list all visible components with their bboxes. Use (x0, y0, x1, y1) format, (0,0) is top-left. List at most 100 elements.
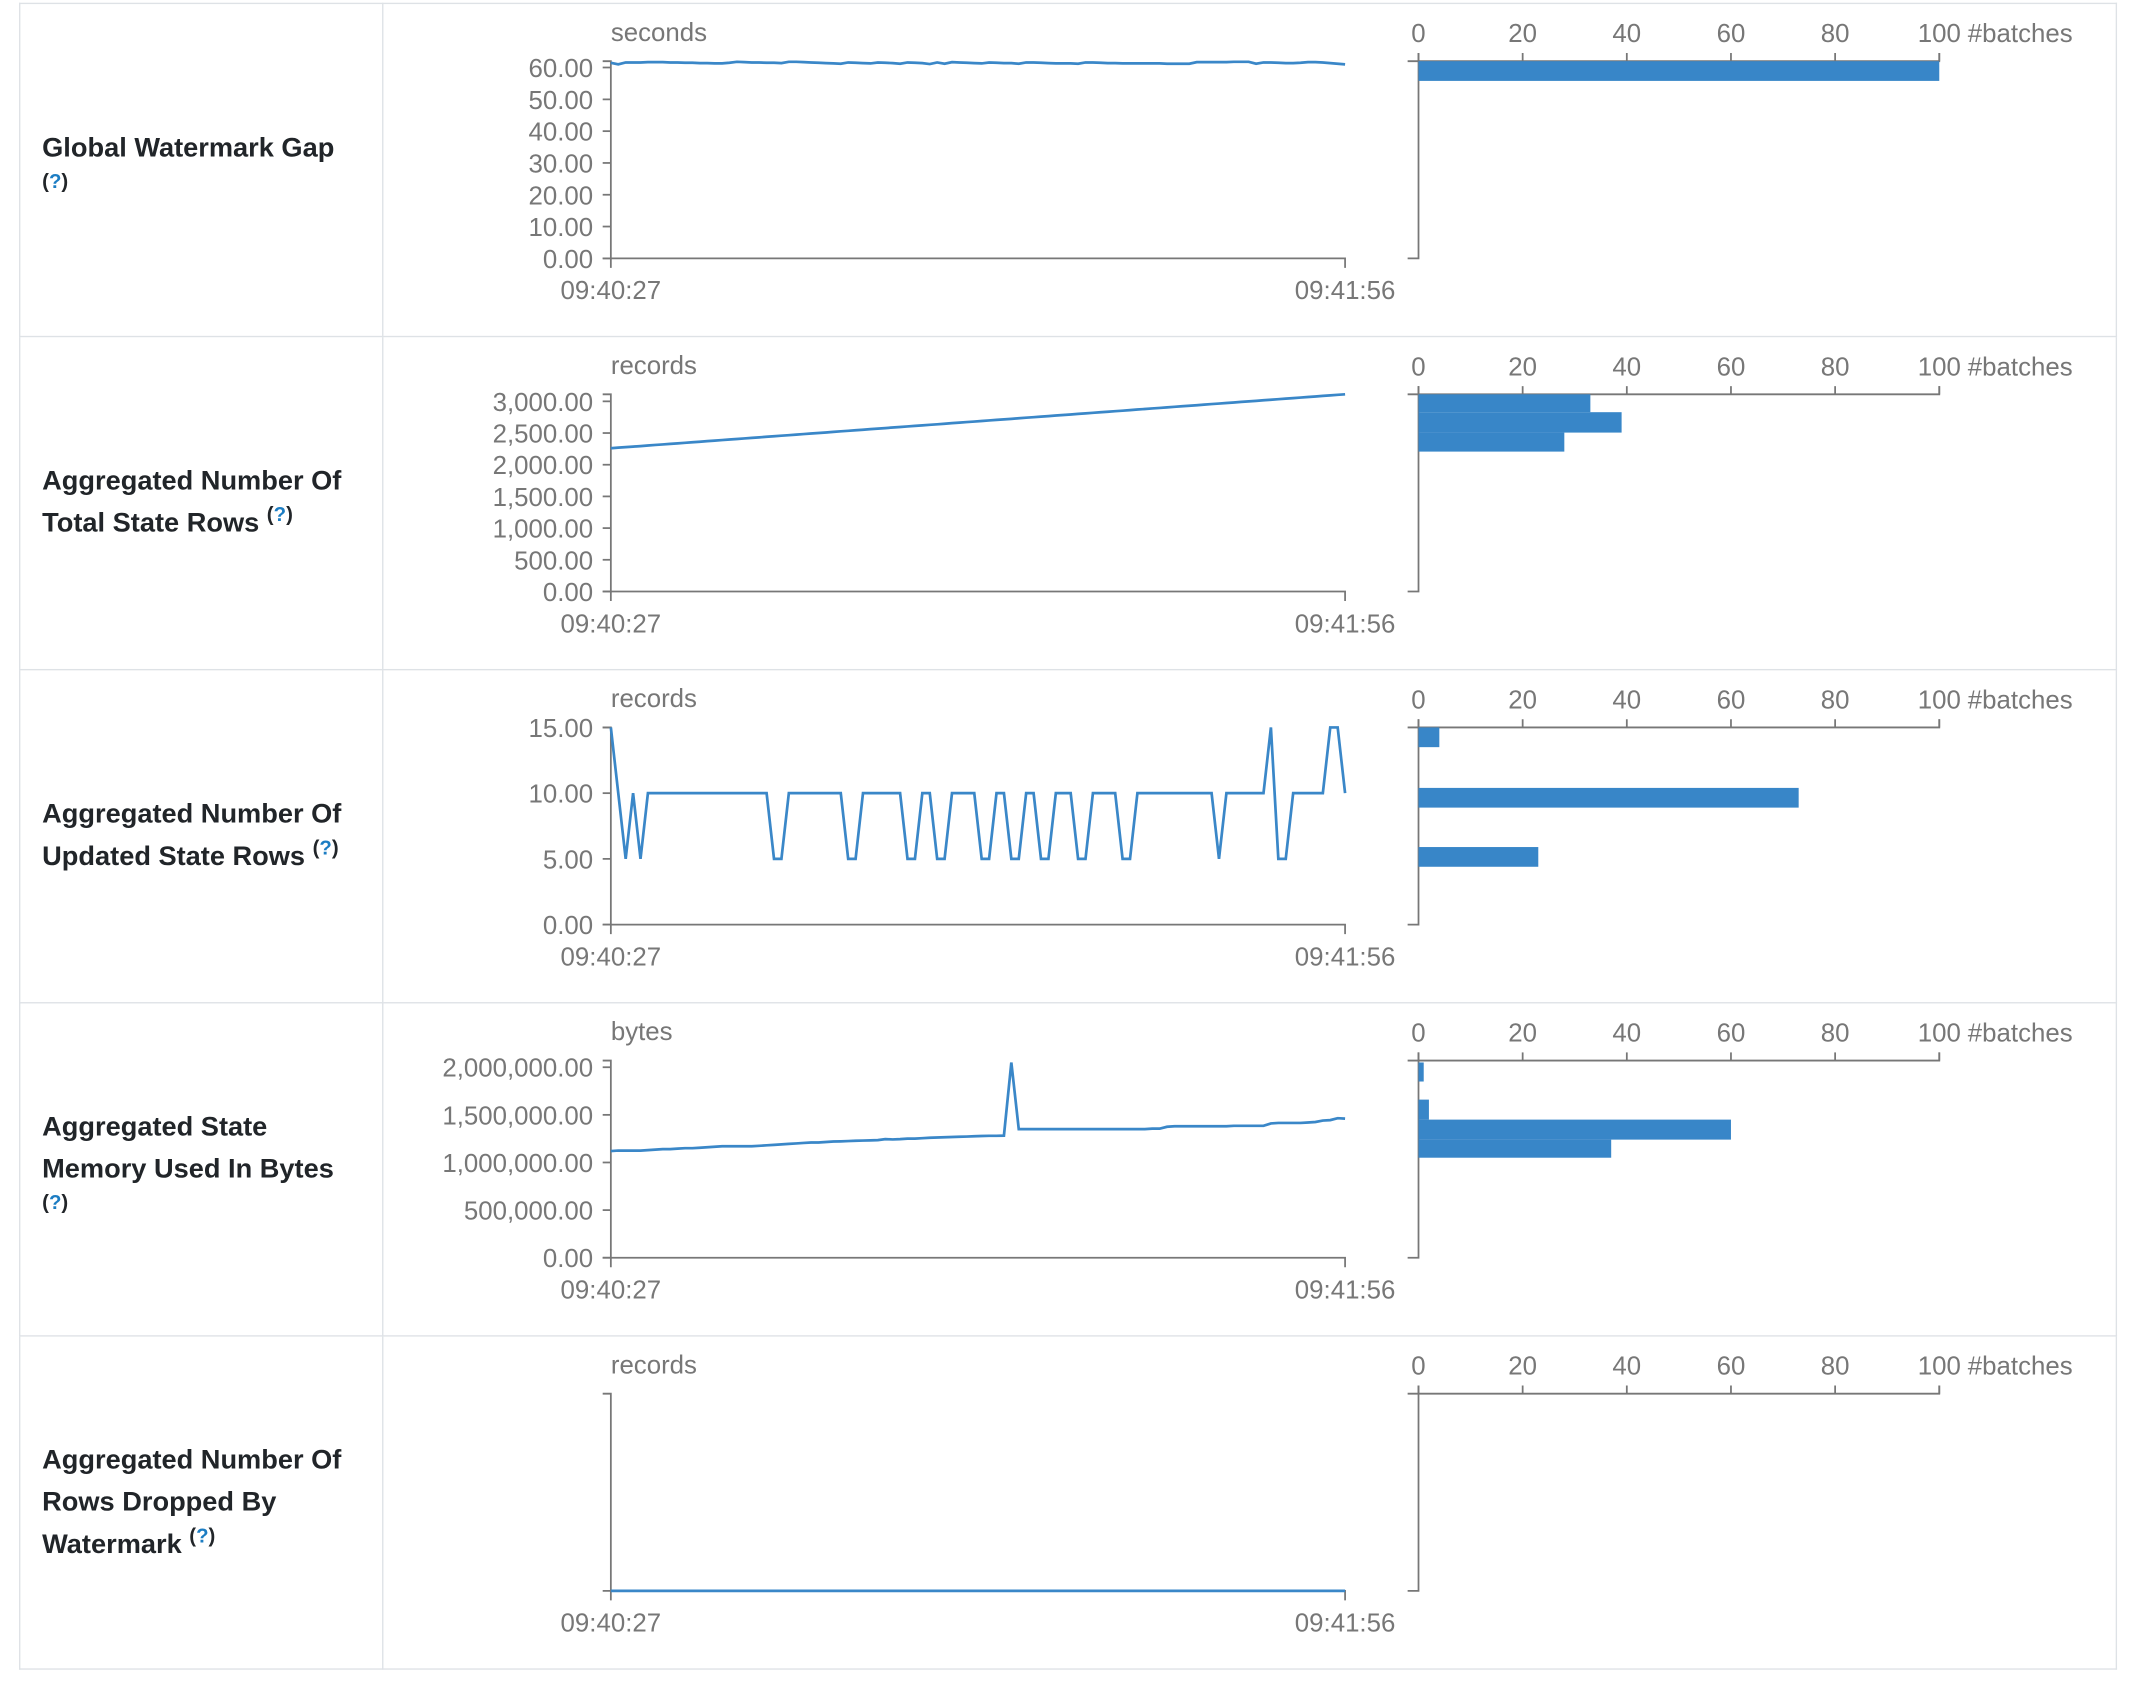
help-tooltip-icon[interactable]: (?) (312, 836, 339, 860)
timeline-chart: records 09:40:27 09:41:56 (561, 1351, 1396, 1637)
x-tick-label-end: 09:41:56 (1295, 610, 1396, 638)
histogram-x-axis-label: #batches (1968, 1020, 2073, 1048)
y-axis-unit-label: records (611, 685, 697, 713)
x-axis-line (609, 1256, 1346, 1268)
histogram-x-axis (1417, 1052, 1941, 1062)
timeline-chart: records 0.00 5.00 10.00 15.00 09:40:27 09:41:5… (529, 685, 1396, 971)
help-tooltip-icon[interactable]: (?) (189, 1524, 216, 1548)
x-tick-label-end: 09:41:56 (1295, 1610, 1396, 1638)
histogram-bar (1418, 727, 1440, 748)
y-axis-line (602, 1392, 612, 1592)
y-axis-unit-label: bytes (611, 1018, 673, 1046)
metric-charts: records 0.00 500.00 1,000.00 1,500.00 2,000.0… (493, 352, 2073, 638)
metric-label-cell: Aggregated Number Of Total State Rows (?… (19, 335, 384, 671)
histogram-bar (1418, 412, 1622, 433)
metric-chart-cell: bytes 0.00 500,000.00 1,000,000.00 1,500,000… (382, 1002, 2118, 1337)
metric-label-cell: Aggregated Number Of Updated State Rows … (19, 668, 384, 1004)
help-tooltip-icon[interactable]: (?) (266, 503, 293, 527)
histogram-x-tick-label: 100 (1918, 20, 1961, 48)
histogram-x-tick-label: 0 (1411, 686, 1425, 714)
x-tick-label-end: 09:41:56 (1295, 943, 1396, 971)
histogram-bar (1418, 61, 1940, 81)
metric-chart-cell: seconds 0.00 10.00 20.00 30.00 40.00 50.00 60.0… (382, 2, 2118, 338)
histogram-x-tick-label: 40 (1612, 1020, 1641, 1048)
histogram-bar (1418, 1099, 1429, 1120)
metric-name: Aggregated State Memory Used In Bytes (42, 1111, 334, 1184)
series-line (610, 392, 1346, 450)
y-tick-label: 2,000,000.00 (442, 1055, 593, 1083)
histogram-x-tick-label: 100 (1918, 1020, 1961, 1048)
histogram-bar (1418, 394, 1591, 413)
histogram-bar (1418, 1139, 1612, 1158)
y-tick-label: 1,500,000.00 (442, 1102, 593, 1130)
timeline-chart: seconds 0.00 10.00 20.00 30.00 40.00 50.00 60.0… (529, 19, 1396, 305)
x-tick-label-start: 09:40:27 (561, 1610, 662, 1638)
metric-label-cell: Global Watermark Gap (?) (19, 2, 384, 338)
histogram-chart: 0 20 40 60 80 100 #batches (1407, 353, 2073, 593)
histogram-x-tick-label: 100 (1918, 686, 1961, 714)
metric-chart-cell: records 0.00 5.00 10.00 15.00 09:40:27 09:41:5… (382, 668, 2118, 1004)
histogram-x-tick-label: 0 (1411, 1020, 1425, 1048)
histogram-x-tick-label: 20 (1508, 686, 1537, 714)
metric-row-total-state-rows: Aggregated Number Of Total State Rows (?… (19, 335, 2118, 671)
histogram-x-tick-label: 40 (1612, 1353, 1641, 1381)
histogram-bar (1418, 1119, 1731, 1140)
y-tick-label: 5.00 (543, 846, 593, 874)
histogram-x-axis-label: #batches (1968, 20, 2073, 48)
y-axis-line (602, 1059, 612, 1259)
y-tick-label: 0.00 (543, 912, 593, 940)
metric-chart-cell: records 09:40:27 09:41:56 0 20 40 60 80 100 #batc… (382, 1335, 2118, 1670)
metric-row-updated-state-rows: Aggregated Number Of Updated State Rows … (19, 668, 2118, 1004)
help-tooltip-icon[interactable]: (?) (42, 170, 69, 194)
series-line (610, 60, 1346, 66)
histogram-bar (1418, 787, 1799, 808)
histogram-bar (1418, 1062, 1424, 1082)
x-axis-line (609, 923, 1346, 935)
histogram-bar (1418, 847, 1539, 867)
histogram-y-axis (1407, 393, 1420, 593)
x-axis-line (609, 590, 1346, 601)
histogram-chart: 0 20 40 60 80 100 #batches (1407, 1020, 2073, 1259)
metrics-table: Global Watermark Gap (?) seconds 0.00 10.0… (19, 2, 2118, 1670)
help-tooltip-icon[interactable]: (?) (42, 1190, 69, 1214)
metric-name: Global Watermark Gap (42, 133, 335, 164)
histogram-x-tick-label: 60 (1717, 1353, 1746, 1381)
histogram-x-tick-label: 0 (1411, 1353, 1425, 1381)
y-tick-label: 0.00 (543, 246, 593, 274)
metric-name: Aggregated Number Of Updated State Rows (42, 799, 342, 872)
histogram-bar (1418, 432, 1565, 452)
y-tick-label: 1,000,000.00 (442, 1150, 593, 1178)
metric-charts: seconds 0.00 10.00 20.00 30.00 40.00 50.00 60.0… (529, 19, 2073, 305)
y-tick-label: 60.00 (529, 55, 594, 83)
histogram-x-tick-label: 80 (1821, 686, 1850, 714)
y-axis-unit-label: records (611, 1351, 697, 1379)
series-line (610, 1062, 1346, 1153)
y-tick-label: 20.00 (529, 182, 594, 210)
metric-charts: records 09:40:27 09:41:56 0 20 40 60 80 100 #batc… (561, 1351, 2073, 1637)
y-tick-label: 500,000.00 (464, 1198, 593, 1226)
histogram-x-axis (1417, 719, 1941, 729)
y-tick-label: 1,500.00 (493, 484, 594, 512)
histogram-x-tick-label: 40 (1612, 686, 1641, 714)
histogram-chart: 0 20 40 60 80 100 #batches (1407, 686, 2073, 926)
histogram-x-axis (1417, 386, 1941, 396)
histogram-y-axis (1407, 1392, 1420, 1592)
histogram-x-tick-label: 20 (1508, 1353, 1537, 1381)
histogram-y-axis (1407, 726, 1420, 926)
y-axis-unit-label: records (611, 352, 697, 380)
metric-row-global-watermark-gap: Global Watermark Gap (?) seconds 0.00 10.0… (19, 2, 2118, 338)
histogram-x-tick-label: 0 (1411, 353, 1425, 381)
histogram-x-tick-label: 60 (1717, 353, 1746, 381)
y-tick-label: 500.00 (514, 547, 593, 575)
y-tick-label: 15.00 (529, 715, 594, 743)
metric-label-cell: Aggregated State Memory Used In Bytes (?… (19, 1002, 384, 1337)
metric-row-rows-dropped: Aggregated Number Of Rows Dropped By Wat… (19, 1335, 2118, 1670)
y-tick-label: 2,500.00 (493, 421, 594, 449)
histogram-x-tick-label: 0 (1411, 20, 1425, 48)
histogram-x-tick-label: 40 (1612, 353, 1641, 381)
x-tick-label-start: 09:40:27 (561, 610, 662, 638)
timeline-chart: records 0.00 500.00 1,000.00 1,500.00 2,000.0… (493, 352, 1396, 638)
histogram-x-tick-label: 80 (1821, 20, 1850, 48)
x-tick-label-end: 09:41:56 (1295, 277, 1396, 305)
